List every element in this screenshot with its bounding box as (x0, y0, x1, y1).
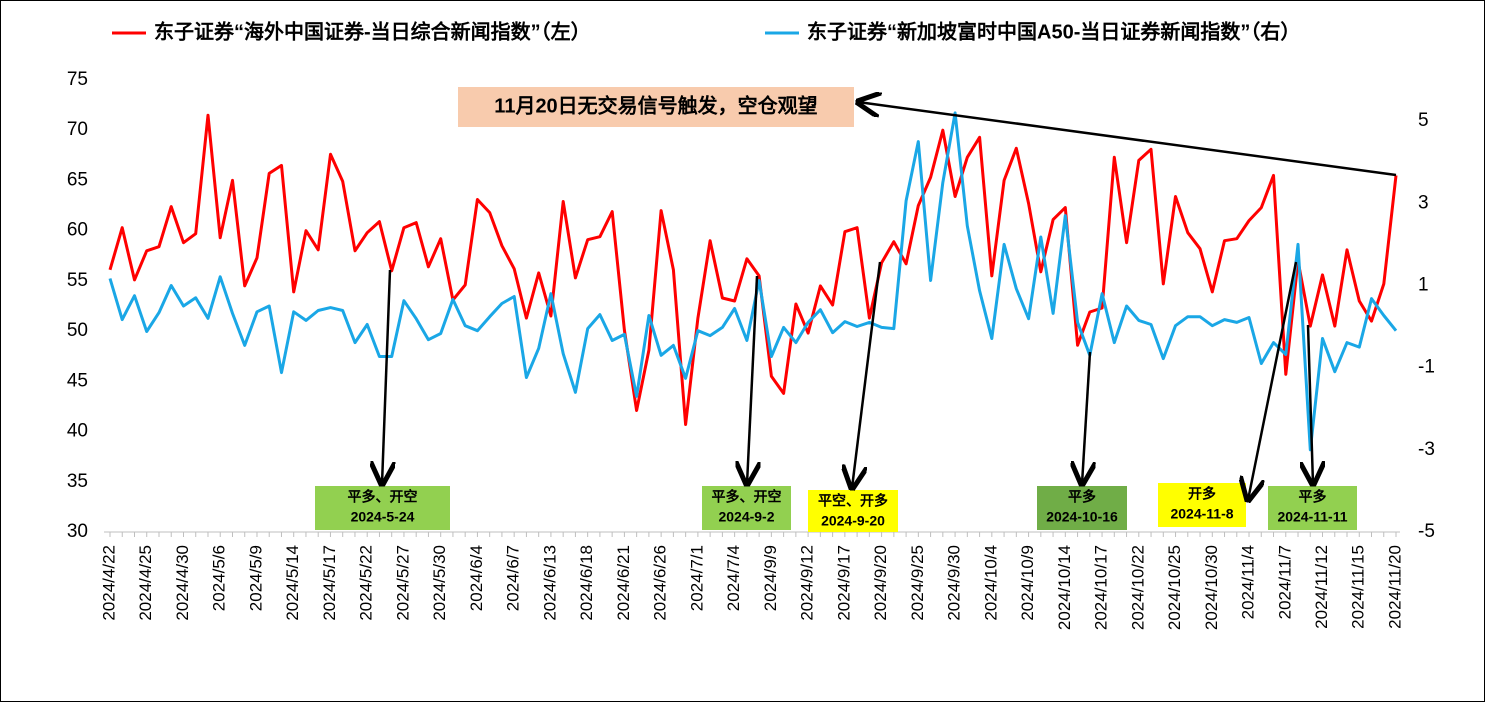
y2-tick-label: 1 (1418, 274, 1429, 295)
annotation-box (808, 490, 898, 532)
y2-tick-label: -3 (1418, 439, 1435, 460)
y2-tick-label: -1 (1418, 357, 1435, 378)
x-tick-label: 2024/10/25 (1165, 545, 1184, 630)
callout-text: 11月20日无交易信号触发，空仓观望 (494, 93, 817, 117)
x-tick-label: 2024/9/9 (761, 545, 780, 611)
annotation-text: 2024-9-20 (821, 513, 885, 529)
arrow (858, 102, 1397, 177)
x-tick-label: 2024/10/4 (981, 545, 1000, 621)
y-tick-label: 45 (67, 370, 88, 391)
annotation-text: 2024-10-16 (1046, 509, 1118, 525)
x-tick-label: 2024/9/17 (834, 545, 853, 621)
annotation-text: 平多、开空 (348, 489, 418, 505)
x-tick-label: 2024/11/15 (1349, 545, 1368, 629)
annotation-text: 2024-11-11 (1277, 509, 1347, 525)
x-tick-label: 2024/11/7 (1275, 545, 1294, 619)
y-tick-label: 55 (67, 270, 88, 291)
x-tick-label: 2024/9/20 (871, 545, 890, 621)
x-tick-label: 2024/5/14 (283, 545, 302, 621)
x-tick-label: 2024/9/30 (945, 545, 964, 621)
x-tick-label: 2024/5/17 (320, 545, 339, 621)
annotation-box (1037, 486, 1127, 530)
y-tick-label: 40 (67, 421, 88, 442)
y2-tick-label: 5 (1418, 110, 1429, 131)
annotation-box (702, 486, 791, 530)
annotation-text: 2024-11-8 (1170, 506, 1233, 522)
y-tick-label: 75 (67, 69, 88, 90)
x-tick-label: 2024/4/22 (99, 545, 118, 621)
x-tick-label: 2024/7/4 (724, 545, 743, 611)
x-tick-label: 2024/5/27 (393, 545, 412, 621)
annotation-text: 平多、开空 (712, 489, 782, 505)
x-tick-label: 2024/11/20 (1385, 545, 1404, 629)
y-tick-label: 30 (67, 521, 88, 542)
annotation-box (315, 486, 450, 530)
x-tick-label: 2024/6/18 (577, 545, 596, 621)
annotation-text: 平多 (1068, 489, 1096, 505)
x-tick-label: 2024/10/9 (1018, 545, 1037, 621)
x-tick-label: 2024/9/12 (798, 545, 817, 621)
annotation-box (1158, 483, 1246, 527)
x-tick-label: 2024/5/22 (357, 545, 376, 621)
annotation-text: 平多 (1299, 489, 1327, 505)
legend-label: 东子证券“新加坡富时中国A50-当日证券新闻指数”（右） (807, 19, 1300, 43)
y2-tick-label: -5 (1418, 521, 1435, 542)
x-tick-label: 2024/6/21 (614, 545, 633, 621)
annotation-text: 2024-5-24 (351, 509, 415, 525)
y-tick-label: 35 (67, 471, 88, 492)
arrow (747, 275, 757, 484)
x-tick-label: 2024/6/7 (504, 545, 523, 611)
x-tick-label: 2024/5/9 (246, 545, 265, 611)
y-tick-label: 65 (67, 169, 88, 190)
x-tick-label: 2024/4/30 (173, 545, 192, 621)
arrow (852, 261, 882, 488)
annotation-box (1268, 486, 1357, 530)
y2-tick-label: 3 (1418, 192, 1429, 213)
annotation-text: 平空、开多 (818, 493, 888, 509)
annotation-text: 开多 (1188, 486, 1216, 502)
x-tick-label: 2024/9/25 (908, 545, 927, 621)
x-tick-label: 2024/5/6 (210, 545, 229, 611)
annotation-text: 2024-9-2 (718, 509, 774, 525)
legend-label: 东子证券“海外中国证券-当日综合新闻指数”（左） (154, 19, 591, 43)
y-tick-label: 70 (67, 119, 88, 140)
x-tick-label: 2024/6/13 (540, 545, 559, 621)
x-tick-label: 2024/5/30 (430, 545, 449, 621)
x-tick-label: 2024/10/14 (1055, 545, 1074, 630)
x-tick-label: 2024/11/12 (1312, 545, 1331, 629)
x-tick-label: 2024/4/25 (136, 545, 155, 621)
x-tick-label: 2024/10/30 (1202, 545, 1221, 630)
x-tick-label: 2024/6/26 (651, 545, 670, 621)
x-tick-label: 2024/7/1 (687, 545, 706, 611)
x-tick-label: 2024/10/22 (1128, 545, 1147, 630)
x-tick-label: 2024/11/4 (1239, 545, 1258, 619)
callout-box (458, 87, 854, 127)
series-line (108, 113, 1398, 426)
y-tick-label: 50 (67, 320, 88, 341)
y-tick-label: 60 (67, 220, 88, 241)
arrow (1308, 324, 1313, 484)
arrow (1248, 261, 1298, 500)
arrow (382, 269, 390, 484)
series-line (108, 111, 1398, 452)
x-tick-label: 2024/10/17 (1092, 545, 1111, 630)
x-tick-label: 2024/6/4 (467, 545, 486, 611)
arrow (1082, 351, 1090, 484)
